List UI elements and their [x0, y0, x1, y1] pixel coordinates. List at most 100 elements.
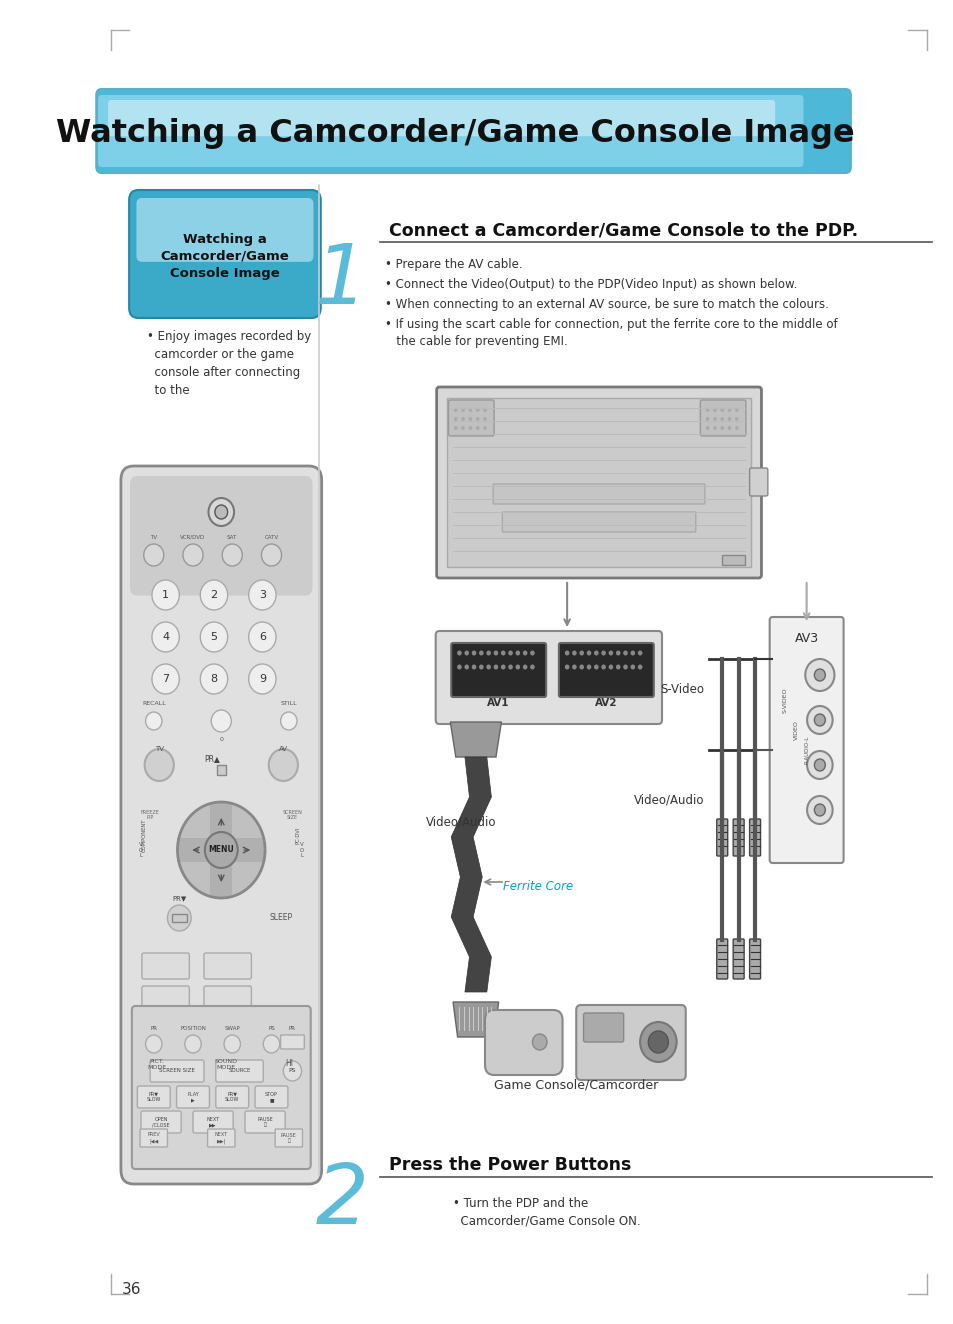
Text: 4: 4 — [162, 632, 169, 642]
FancyBboxPatch shape — [204, 986, 252, 1012]
Text: MENU: MENU — [208, 846, 233, 854]
FancyBboxPatch shape — [749, 467, 767, 496]
Circle shape — [712, 417, 716, 421]
Circle shape — [648, 1031, 668, 1053]
Circle shape — [530, 665, 535, 670]
FancyBboxPatch shape — [142, 953, 189, 978]
Circle shape — [476, 408, 479, 412]
Text: AV2: AV2 — [595, 698, 617, 708]
Circle shape — [622, 650, 627, 655]
FancyBboxPatch shape — [236, 1061, 256, 1078]
FancyBboxPatch shape — [716, 820, 727, 857]
Text: 36: 36 — [122, 1283, 141, 1298]
Circle shape — [608, 650, 613, 655]
Text: Watching a
Camcorder/Game
Console Image: Watching a Camcorder/Game Console Image — [160, 233, 289, 279]
Text: S-VIDEO: S-VIDEO — [781, 687, 787, 712]
Circle shape — [461, 426, 464, 430]
Text: PC·DVI: PC·DVI — [295, 826, 300, 843]
Circle shape — [249, 665, 275, 694]
Text: PICT.
MODE: PICT. MODE — [147, 1059, 166, 1070]
FancyBboxPatch shape — [130, 477, 313, 596]
Text: • If using the scart cable for connection, put the ferrite core to the middle of: • If using the scart cable for connectio… — [384, 318, 837, 348]
Text: PR▼: PR▼ — [172, 895, 186, 902]
Text: 7: 7 — [162, 674, 169, 685]
FancyBboxPatch shape — [721, 555, 744, 565]
FancyBboxPatch shape — [141, 1111, 181, 1133]
FancyBboxPatch shape — [140, 1129, 168, 1147]
FancyBboxPatch shape — [716, 939, 727, 978]
Text: 6: 6 — [258, 632, 266, 642]
Circle shape — [205, 831, 237, 869]
FancyBboxPatch shape — [451, 643, 545, 696]
Circle shape — [183, 544, 203, 565]
Text: 8: 8 — [211, 674, 217, 685]
Circle shape — [734, 417, 738, 421]
FancyBboxPatch shape — [274, 1129, 302, 1147]
FancyBboxPatch shape — [215, 1061, 263, 1082]
Circle shape — [814, 714, 824, 726]
Circle shape — [522, 650, 527, 655]
Text: 5: 5 — [211, 632, 217, 642]
Circle shape — [456, 650, 461, 655]
FancyBboxPatch shape — [121, 466, 321, 1184]
Circle shape — [578, 665, 583, 670]
Circle shape — [168, 906, 191, 931]
Circle shape — [806, 796, 832, 824]
Circle shape — [144, 544, 164, 565]
Circle shape — [214, 504, 228, 519]
Circle shape — [630, 650, 635, 655]
Text: PR: PR — [151, 1026, 157, 1030]
Circle shape — [804, 659, 834, 691]
Polygon shape — [453, 1002, 498, 1037]
Text: 2: 2 — [314, 1160, 368, 1241]
Circle shape — [705, 408, 709, 412]
Circle shape — [468, 426, 472, 430]
Text: PAUSE
⏸: PAUSE ⏸ — [257, 1116, 273, 1128]
FancyBboxPatch shape — [733, 939, 743, 978]
Circle shape — [712, 408, 716, 412]
Text: AV: AV — [278, 745, 288, 752]
FancyBboxPatch shape — [769, 617, 842, 863]
Circle shape — [478, 665, 483, 670]
Circle shape — [712, 426, 716, 430]
FancyBboxPatch shape — [583, 1013, 623, 1042]
FancyBboxPatch shape — [193, 1111, 233, 1133]
Text: Connect a Camcorder/Game Console to the PDP.: Connect a Camcorder/Game Console to the … — [389, 221, 858, 240]
Text: NEXT
▶▶|: NEXT ▶▶| — [214, 1132, 228, 1144]
Circle shape — [280, 712, 296, 730]
Text: 0: 0 — [219, 736, 223, 741]
Text: SOUND
MODE: SOUND MODE — [214, 1059, 237, 1070]
Circle shape — [806, 706, 832, 733]
Circle shape — [185, 1035, 201, 1053]
Circle shape — [720, 408, 723, 412]
Circle shape — [727, 426, 731, 430]
Circle shape — [727, 417, 731, 421]
Text: HI: HI — [285, 1059, 293, 1068]
Bar — [210, 802, 232, 898]
FancyBboxPatch shape — [108, 101, 775, 136]
Circle shape — [456, 665, 461, 670]
FancyBboxPatch shape — [132, 1006, 311, 1169]
Text: TV: TV — [151, 535, 157, 539]
Circle shape — [283, 1061, 301, 1080]
Circle shape — [616, 650, 619, 655]
Circle shape — [600, 650, 605, 655]
Text: Video/Audio: Video/Audio — [633, 793, 703, 806]
FancyBboxPatch shape — [136, 199, 314, 262]
FancyBboxPatch shape — [172, 914, 187, 922]
Polygon shape — [450, 722, 501, 757]
Text: PAUSE
⏸: PAUSE ⏸ — [280, 1132, 296, 1144]
Circle shape — [482, 417, 486, 421]
Circle shape — [806, 751, 832, 779]
Circle shape — [508, 665, 513, 670]
Circle shape — [461, 408, 464, 412]
Text: Video/Audio: Video/Audio — [425, 816, 496, 829]
Text: • Turn the PDP and the
  Camcorder/Game Console ON.: • Turn the PDP and the Camcorder/Game Co… — [453, 1197, 640, 1227]
Circle shape — [500, 665, 505, 670]
Circle shape — [454, 408, 457, 412]
Circle shape — [461, 417, 464, 421]
Circle shape — [269, 749, 297, 781]
Circle shape — [734, 426, 738, 430]
Polygon shape — [451, 757, 491, 992]
Text: VIDEO: VIDEO — [793, 720, 798, 740]
